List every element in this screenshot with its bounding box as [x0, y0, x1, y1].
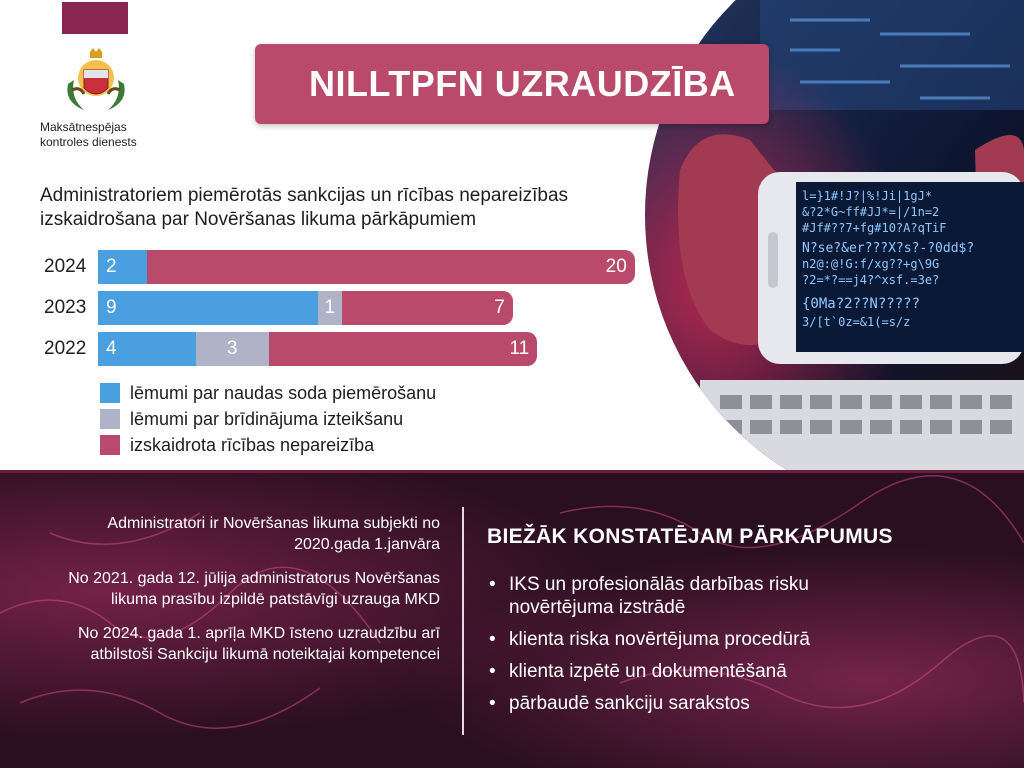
stacked-bar: 2 20 — [98, 250, 635, 284]
legend-swatch — [100, 409, 120, 429]
abstract-background — [0, 473, 1024, 768]
legend-item: lēmumi par brīdinājuma izteikšanu — [100, 406, 436, 432]
bar-segment: 11 — [268, 332, 538, 366]
violation-item: pārbaudē sankciju sarakstos — [487, 692, 887, 715]
coat-of-arms-icon — [67, 48, 125, 110]
data-label: 2 — [106, 256, 117, 277]
page-title: NILLTPFN UZRAUDZĪBA — [309, 63, 736, 104]
data-label: 20 — [605, 256, 627, 277]
year-label: 2022 — [44, 338, 87, 359]
bar-segment: 20 — [146, 250, 635, 284]
year-label: 2023 — [44, 297, 87, 318]
facts-list: Administratori ir Novēršanas likuma subj… — [40, 513, 440, 678]
chart-legend: lēmumi par naudas soda piemērošanu lēmumi… — [100, 380, 436, 458]
svg-text:3/[t`0z=&1(=s/z: 3/[t`0z=&1(=s/z — [802, 315, 910, 329]
legend-label: lēmumi par naudas soda piemērošanu — [130, 382, 437, 403]
vertical-divider — [462, 507, 464, 735]
chart-title: Administratoriem piemērotās sankcijas un… — [40, 185, 569, 230]
violation-item: klienta izpētē un dokumentēšanā — [487, 660, 887, 683]
fact-item: No 2024. gada 1. aprīļa MKD īsteno uzrau… — [78, 625, 440, 663]
data-label: 7 — [494, 297, 505, 318]
legend-swatch — [100, 383, 120, 403]
org-name: Maksātnespējas kontroles dienests — [40, 120, 137, 149]
title-banner: NILLTPFN UZRAUDZĪBA — [255, 44, 769, 124]
frequent-violations-list: IKS un profesionālās darbības risku novē… — [487, 573, 887, 724]
svg-text:n2@:@!G:f/xg??+g\9G: n2@:@!G:f/xg??+g\9G — [802, 257, 939, 271]
svg-text:#Jf#??7+fg#10?A?qTiF: #Jf#??7+fg#10?A?qTiF — [802, 221, 947, 235]
bar-segment: 9 — [98, 291, 318, 325]
info-section: Administratori ir Novēršanas likuma subj… — [0, 473, 1024, 768]
svg-text:N?se?&er???X?s?-?0dd$?: N?se?&er???X?s?-?0dd$? — [802, 241, 974, 256]
bar-segment: 3 — [195, 332, 269, 366]
data-label: 1 — [324, 297, 336, 318]
year-label: 2024 — [44, 256, 87, 277]
legend-swatch — [100, 435, 120, 455]
svg-text:{0Ma?2??N?????: {0Ma?2??N????? — [802, 296, 920, 312]
fact-item: No 2021. gada 12. jūlija administratorus… — [68, 570, 440, 608]
data-label: 3 — [226, 338, 238, 359]
svg-text:l=}1#!J?|%!Ji|1gJ*: l=}1#!J?|%!Ji|1gJ* — [802, 189, 932, 203]
stacked-bar: 4 3 11 — [98, 332, 538, 366]
stacked-bar: 9 1 7 — [98, 291, 513, 325]
brand-color-bar — [62, 2, 128, 34]
fact-item: Administratori ir Novēršanas likuma subj… — [107, 515, 440, 553]
data-label: 9 — [106, 297, 117, 318]
legend-label: izskaidrota rīcības nepareizība — [130, 434, 375, 455]
section-divider — [0, 470, 1024, 473]
bar-segment: 4 — [98, 332, 196, 366]
data-label: 11 — [509, 338, 530, 359]
bar-segment: 1 — [317, 291, 342, 325]
stacked-bar-chart: 2024 2 20 2023 9 1 7 2022 4 3 11 — [40, 248, 635, 370]
bar-segment: 2 — [98, 250, 147, 284]
violation-item: klienta riska novērtējuma procedūrā — [487, 628, 887, 651]
frequent-violations-title: BIEŽĀK KONSTATĒJAM PĀRKĀPUMUS — [487, 525, 893, 548]
svg-text:&?2*G~ff#JJ*=|/1n=2: &?2*G~ff#JJ*=|/1n=2 — [802, 205, 939, 219]
legend-label: lēmumi par brīdinājuma izteikšanu — [130, 408, 404, 429]
data-label: 4 — [106, 338, 117, 359]
violation-item: IKS un profesionālās darbības risku novē… — [487, 573, 887, 619]
legend-item: izskaidrota rīcības nepareizība — [100, 432, 436, 458]
svg-text:?2=*?==j4?^xsf.=3e?: ?2=*?==j4?^xsf.=3e? — [802, 273, 939, 287]
bar-segment: 7 — [341, 291, 513, 325]
legend-item: lēmumi par naudas soda piemērošanu — [100, 380, 436, 406]
